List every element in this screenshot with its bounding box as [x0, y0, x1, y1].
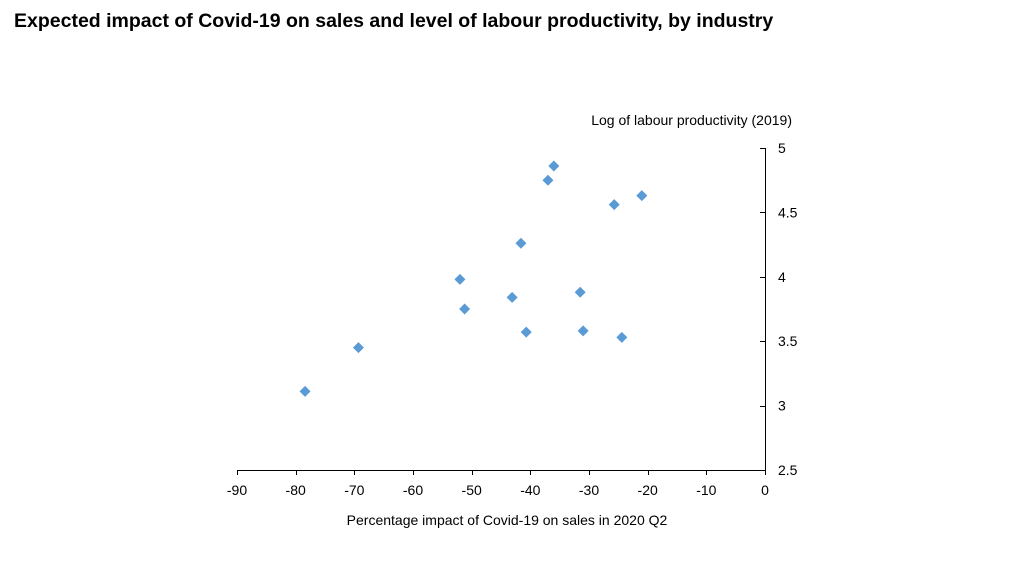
y-tick-label: 3.5 — [778, 333, 798, 349]
chart-title: Expected impact of Covid-19 on sales and… — [14, 10, 774, 32]
data-point — [352, 342, 364, 354]
x-tick-label: -80 — [286, 482, 306, 498]
x-tick-label: -90 — [227, 482, 247, 498]
data-point — [608, 199, 620, 211]
y-axis-label: Log of labour productivity (2019) — [591, 112, 792, 128]
data-points — [299, 160, 648, 397]
data-point — [542, 174, 554, 186]
y-tick-label: 2.5 — [778, 462, 798, 478]
y-axis: 2.5 3 3.5 4 4.5 5 — [760, 140, 798, 478]
x-tick-label: -20 — [638, 482, 658, 498]
x-tick-label: -50 — [462, 482, 482, 498]
data-point — [577, 325, 589, 337]
y-tick-label: 3 — [778, 398, 786, 414]
data-point — [548, 160, 560, 172]
data-point — [299, 385, 311, 397]
x-axis: -90 -80 -70 -60 -50 -40 -30 -20 -10 0 — [227, 470, 769, 498]
x-tick-label: 0 — [761, 482, 769, 498]
x-tick-label: -30 — [579, 482, 599, 498]
data-point — [454, 273, 466, 285]
x-axis-label: Percentage impact of Covid-19 on sales i… — [347, 512, 668, 528]
y-tick-label: 4.5 — [778, 204, 798, 220]
y-tick-label: 4 — [778, 269, 786, 285]
data-point — [459, 303, 471, 315]
data-point — [515, 237, 527, 249]
x-tick-label: -60 — [403, 482, 423, 498]
x-tick-label: -40 — [520, 482, 540, 498]
data-point — [574, 286, 586, 298]
y-tick-label: 5 — [778, 140, 786, 156]
data-point — [520, 326, 532, 338]
data-point — [506, 291, 518, 303]
x-tick-label: -10 — [696, 482, 716, 498]
data-point — [636, 190, 648, 202]
x-tick-label: -70 — [344, 482, 364, 498]
data-point — [616, 331, 628, 343]
